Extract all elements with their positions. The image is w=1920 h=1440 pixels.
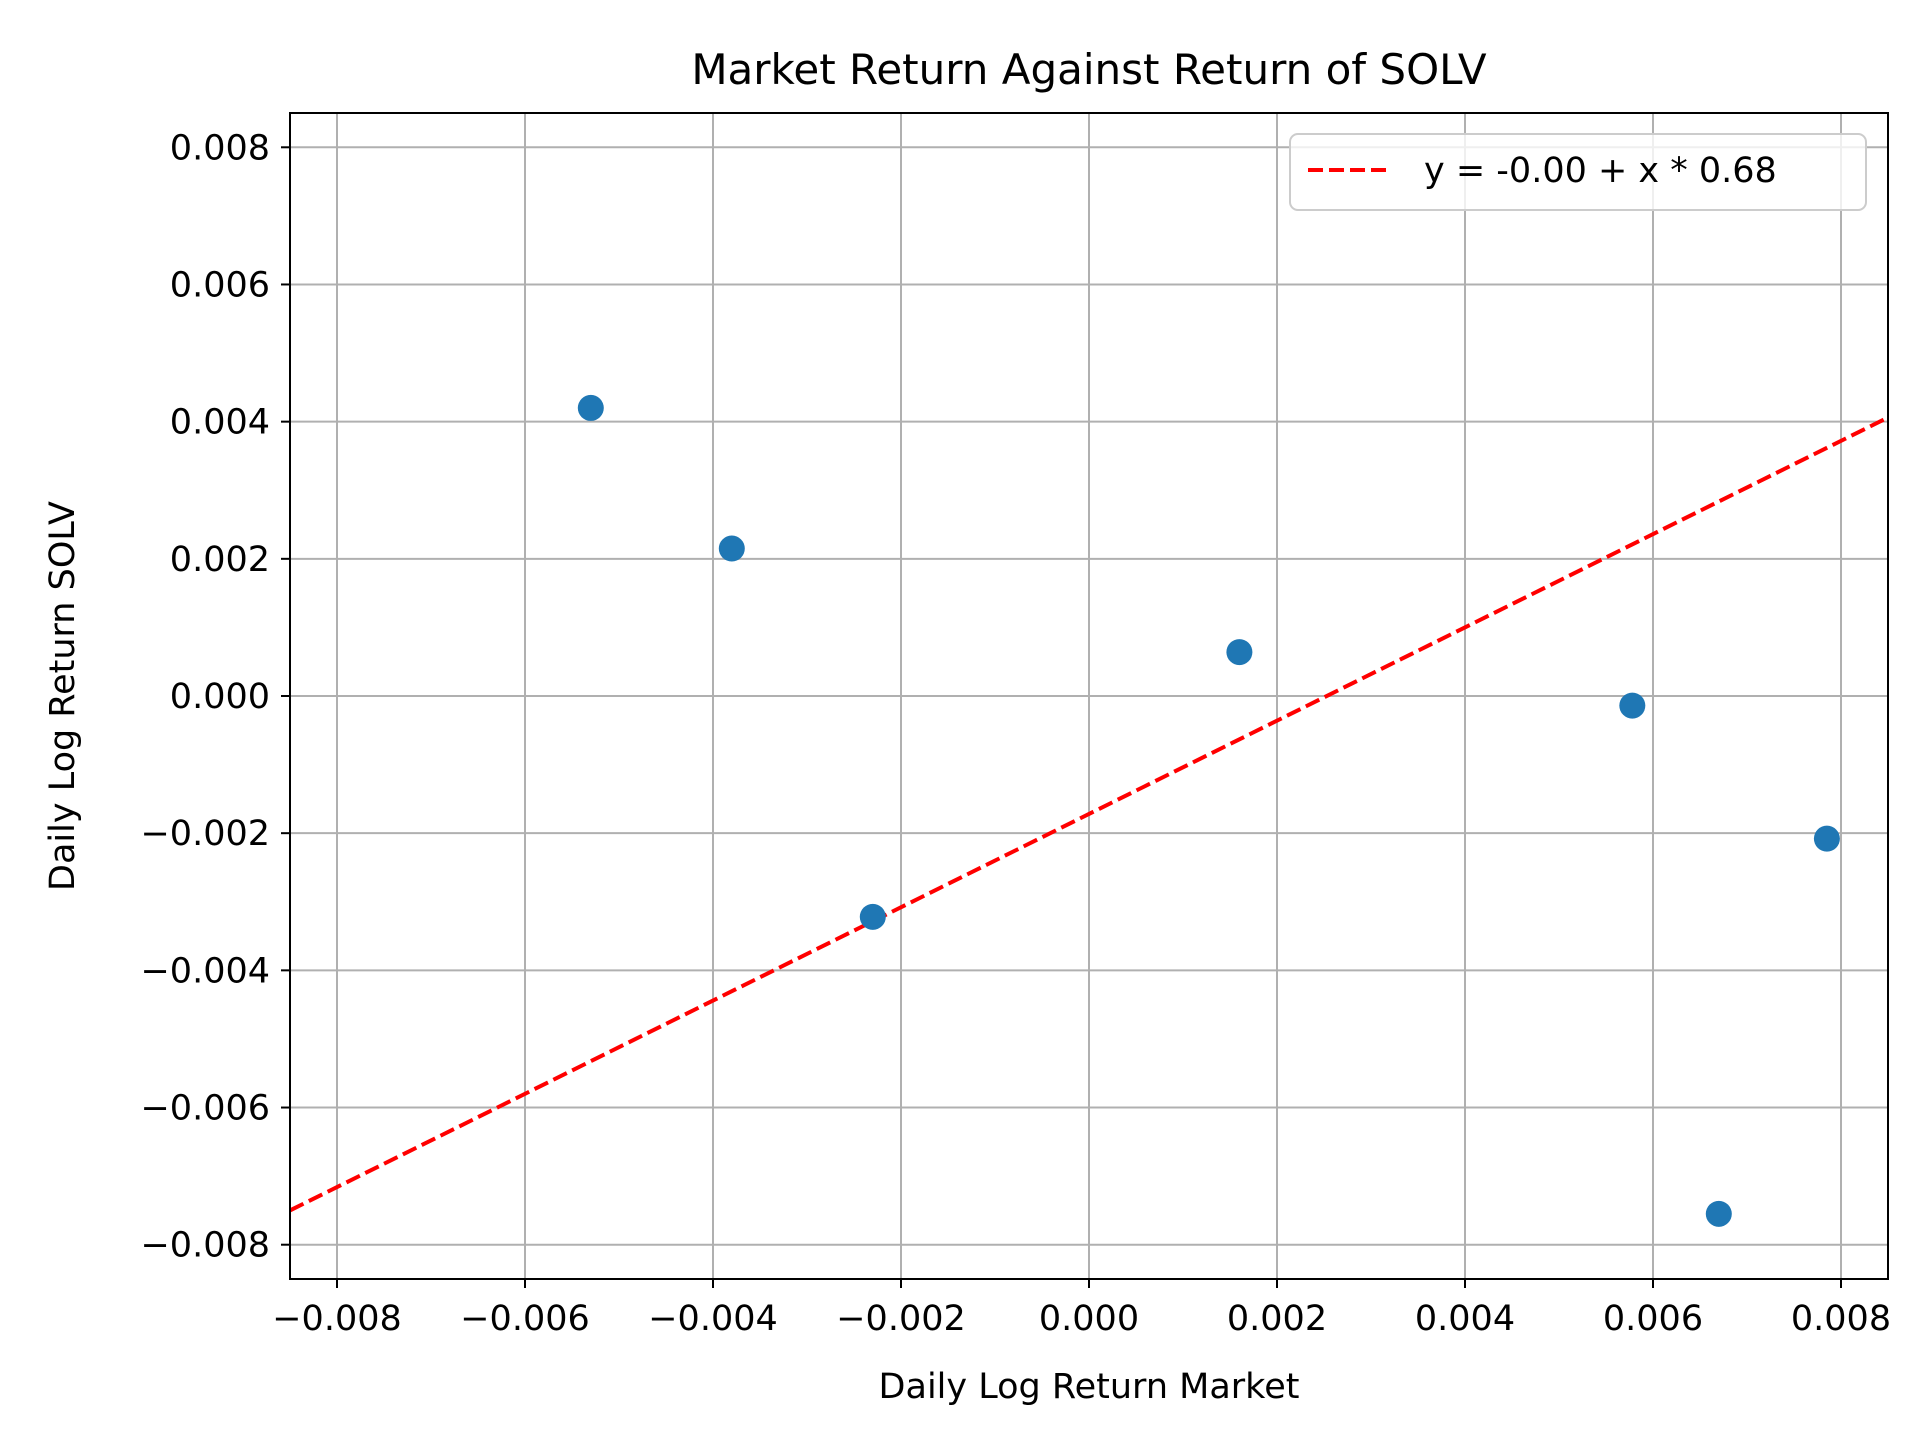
legend: y = -0.00 + x * 0.68 (1289, 133, 1867, 211)
y-tick-label: −0.002 (140, 814, 270, 854)
x-tick-label: −0.002 (836, 1299, 966, 1339)
y-tick-label: 0.002 (170, 540, 270, 580)
x-tick-label: 0.006 (1603, 1299, 1703, 1339)
legend-box (1289, 133, 1867, 211)
x-tick-label: −0.008 (272, 1299, 402, 1339)
y-axis-ticks: −0.008 −0.006 −0.004 −0.002 0.000 0.002 0.004 0… (140, 128, 290, 1266)
scatter-point (1813, 825, 1840, 852)
grid-lines (290, 113, 1888, 1279)
x-tick-label: 0.008 (1791, 1299, 1891, 1339)
x-axis-label: Daily Log Return Market (879, 1367, 1300, 1407)
trend-line (290, 415, 1888, 1213)
y-tick-label: 0.006 (170, 265, 270, 305)
y-tick-label: −0.006 (140, 1089, 270, 1129)
scatter-point (1226, 639, 1253, 666)
scatter-point (1619, 692, 1646, 719)
y-axis-label: Daily Log Return SOLV (43, 501, 83, 891)
x-tick-label: −0.006 (460, 1299, 590, 1339)
legend-label-trend-line: y = -0.00 + x * 0.68 (1424, 151, 1777, 191)
y-tick-label: −0.004 (140, 951, 270, 991)
x-axis-ticks: −0.008 −0.006 −0.004 −0.002 0.000 0.002 0.004 0… (272, 1279, 1891, 1339)
scatter-points (577, 394, 1840, 1227)
y-tick-label: −0.008 (140, 1226, 270, 1266)
y-tick-label: 0.008 (170, 128, 270, 168)
scatter-point (859, 903, 886, 930)
x-tick-label: 0.004 (1415, 1299, 1515, 1339)
chart-title: Market Return Against Return of SOLV (691, 45, 1487, 94)
x-tick-label: 0.002 (1227, 1299, 1327, 1339)
x-tick-label: −0.004 (648, 1299, 778, 1339)
scatter-point (1705, 1200, 1732, 1227)
y-tick-label: 0.000 (170, 677, 270, 717)
x-tick-label: 0.000 (1039, 1299, 1139, 1339)
trend-line-group (290, 415, 1888, 1213)
y-tick-label: 0.004 (170, 403, 270, 443)
scatter-point (718, 535, 745, 562)
scatter-point (577, 394, 604, 421)
